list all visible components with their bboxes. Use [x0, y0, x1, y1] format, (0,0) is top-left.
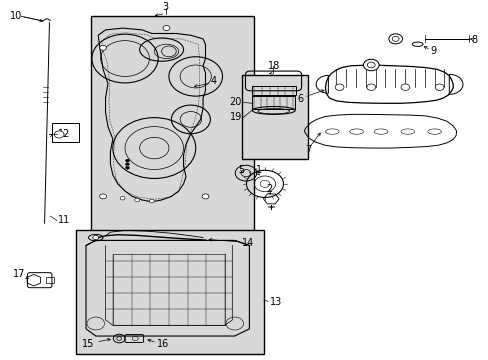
Text: 6: 6 [297, 94, 303, 104]
Bar [251, 86, 295, 95]
Text: 5: 5 [238, 165, 244, 175]
FancyArrowPatch shape [44, 19, 50, 21]
Circle shape [334, 84, 343, 90]
Text: 16: 16 [157, 339, 169, 349]
Circle shape [400, 84, 409, 90]
Circle shape [363, 59, 378, 71]
Text: 10: 10 [9, 10, 21, 21]
Text: 9: 9 [430, 46, 436, 56]
Text: 18: 18 [267, 61, 280, 71]
Bar [242, 75, 307, 159]
Text: 19: 19 [229, 112, 242, 122]
Circle shape [93, 235, 99, 240]
Text: 2: 2 [266, 184, 272, 194]
Text: 8: 8 [470, 35, 477, 45]
Circle shape [366, 84, 375, 90]
Circle shape [202, 194, 208, 199]
Circle shape [163, 26, 169, 31]
Text: 14: 14 [242, 238, 254, 248]
Text: 11: 11 [58, 215, 70, 225]
Text: 12: 12 [58, 129, 70, 139]
Bar [76, 230, 264, 354]
Circle shape [135, 198, 140, 202]
Bar [113, 254, 224, 325]
Circle shape [120, 197, 125, 200]
Circle shape [54, 131, 64, 138]
Circle shape [100, 45, 106, 50]
Text: 4: 4 [210, 76, 216, 86]
Text: 1: 1 [256, 165, 262, 175]
Text: 17: 17 [13, 269, 25, 279]
Circle shape [125, 166, 129, 169]
Bar [45, 277, 54, 283]
Text: 15: 15 [82, 339, 95, 349]
Bar [91, 15, 254, 239]
Circle shape [434, 84, 443, 90]
Bar [52, 123, 79, 141]
Text: 7: 7 [305, 145, 311, 155]
Bar [252, 96, 295, 109]
Text: 3: 3 [162, 2, 168, 12]
Text: 13: 13 [269, 297, 282, 307]
Circle shape [125, 163, 129, 166]
Text: 20: 20 [229, 97, 242, 107]
Circle shape [149, 199, 154, 203]
Circle shape [125, 159, 129, 162]
Circle shape [100, 194, 106, 199]
